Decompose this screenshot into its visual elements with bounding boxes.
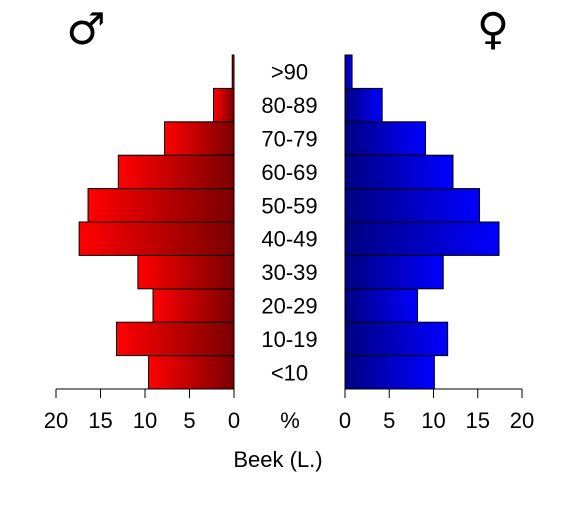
female-tick-label-1: 5 — [383, 408, 395, 433]
age-label-9: >90 — [271, 60, 308, 85]
male-bar-5 — [87, 188, 235, 223]
female-bar-2 — [344, 288, 419, 323]
female-bar-4 — [344, 221, 500, 256]
female-bar-0 — [344, 355, 435, 390]
female-bar-3 — [344, 254, 444, 290]
male-bar-1 — [116, 321, 235, 357]
x-axis-label: Beek (L.) — [233, 447, 322, 472]
female-symbol: ♀ — [477, 4, 509, 55]
female-tick-label-2: 10 — [421, 408, 445, 433]
age-label-6: 60-69 — [261, 160, 317, 185]
age-group-labels: <10 10-19 20-29 30-39 40-49 50-59 60-69 70-79 80… — [261, 60, 317, 386]
male-symbol: ♂ — [66, 4, 105, 55]
male-tick-label-4: 20 — [44, 408, 68, 433]
age-label-7: 70-79 — [261, 127, 317, 152]
age-label-0: <10 — [271, 360, 308, 385]
male-bar-4 — [78, 221, 235, 256]
male-x-axis: 0 5 10 15 20 — [44, 388, 240, 433]
female-bar-7 — [344, 121, 427, 156]
male-tick-label-2: 10 — [133, 408, 157, 433]
age-label-3: 30-39 — [261, 260, 317, 285]
female-tick-label-4: 20 — [510, 408, 534, 433]
male-bar-2 — [152, 288, 235, 323]
female-bar-5 — [344, 188, 481, 223]
age-label-5: 50-59 — [261, 193, 317, 218]
male-bar-3 — [137, 254, 235, 290]
female-bar-6 — [344, 154, 454, 190]
female-bar-8 — [344, 87, 383, 123]
male-tick-label-1: 5 — [183, 408, 195, 433]
male-tick-label-0: 0 — [228, 408, 240, 433]
female-bar-1 — [344, 321, 449, 357]
male-bar-8 — [213, 87, 235, 123]
age-label-8: 80-89 — [261, 93, 317, 118]
age-label-4: 40-49 — [261, 227, 317, 252]
female-tick-label-0: 0 — [339, 408, 351, 433]
male-bar-0 — [148, 355, 235, 390]
age-label-1: 10-19 — [261, 327, 317, 352]
male-bar-7 — [164, 121, 235, 156]
age-label-2: 20-29 — [261, 294, 317, 319]
male-bar-6 — [117, 154, 235, 190]
male-tick-label-3: 15 — [88, 408, 112, 433]
female-x-axis: 0 5 10 15 20 — [339, 388, 534, 433]
male-bar-9 — [231, 54, 235, 89]
male-bars — [78, 54, 235, 390]
female-tick-label-3: 15 — [466, 408, 490, 433]
female-bar-9 — [344, 54, 353, 89]
unit-label: % — [280, 408, 300, 433]
female-bars — [344, 54, 500, 390]
